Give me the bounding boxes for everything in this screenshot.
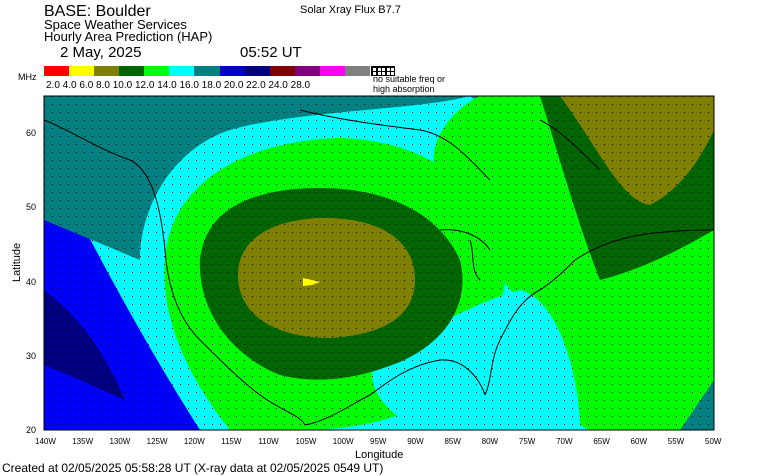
service-name: Space Weather Services	[44, 17, 187, 32]
no-freq-label-2: high absorption	[373, 84, 435, 94]
lon-tick-50w: 50W	[705, 437, 722, 446]
legend-swatch-4	[144, 66, 170, 76]
lat-tick-20: 20	[26, 425, 37, 435]
coastline-outline	[44, 109, 714, 426]
lat-tick-50: 50	[26, 202, 37, 212]
xray-flux-readout: Solar Xray Flux B7.7	[300, 4, 401, 16]
lon-tick-130w: 130W	[109, 437, 131, 446]
lon-tick-60w: 60W	[630, 437, 647, 446]
lon-tick-110w: 110W	[258, 437, 279, 446]
lon-tick-115w: 115W	[221, 437, 242, 446]
legend-swatch-6	[194, 66, 220, 76]
lon-tick-65w: 65W	[593, 437, 610, 446]
creation-timestamp: Created at 02/05/2025 05:58:28 UT (X-ray…	[2, 461, 384, 475]
lat-tick-30: 30	[26, 351, 37, 361]
legend-swatch-5	[169, 66, 195, 76]
lon-tick-80w: 80W	[481, 437, 499, 446]
lon-tick-120w: 120W	[183, 437, 205, 446]
forecast-time: 05:52 UT	[240, 44, 302, 61]
legend-swatch-1	[69, 66, 95, 76]
legend-swatch-11	[319, 66, 345, 76]
legend-unit: MHz	[18, 72, 37, 82]
legend-swatch-7	[219, 66, 245, 76]
no-freq-swatch	[371, 66, 395, 76]
product-name: Hourly Area Prediction (HAP)	[44, 29, 213, 44]
lat-lon-dot-grid	[44, 96, 714, 430]
map-frame	[43, 95, 715, 431]
lon-tick-95w: 95W	[370, 437, 387, 446]
lon-tick-125w: 125W	[146, 437, 168, 446]
lon-tick-70w: 70W	[556, 437, 573, 446]
lon-tick-85w: 85W	[444, 437, 461, 446]
legend-swatch-8	[244, 66, 270, 76]
no-freq-label-1: no suitable freq or	[373, 74, 446, 84]
y-axis-label: Latitude	[11, 242, 23, 282]
base-title: BASE: Boulder	[44, 3, 151, 20]
lon-tick-75w: 75W	[518, 437, 536, 446]
lon-tick-55w: 55W	[667, 437, 685, 446]
forecast-date: 2 May, 2025	[60, 44, 142, 61]
lon-tick-140w: 140W	[35, 437, 56, 446]
lon-tick-100w: 100W	[332, 437, 354, 446]
transmitter-marker	[303, 278, 320, 286]
frequency-color-legend	[44, 66, 371, 76]
legend-swatch-3	[119, 66, 145, 76]
lon-tick-105w: 105W	[295, 437, 317, 446]
legend-swatch-0	[44, 66, 70, 76]
legend-swatch-9	[269, 66, 295, 76]
legend-swatch-12	[344, 66, 371, 76]
legend-labels: 2.0 4.0 6.0 8.0 10.0 12.0 14.0 16.0 18.0…	[46, 80, 311, 91]
legend-swatch-2	[94, 66, 120, 76]
x-axis-label: Longitude	[355, 449, 404, 461]
lon-tick-90w: 90W	[407, 437, 424, 446]
lat-tick-40: 40	[26, 277, 37, 287]
lon-tick-135w: 135W	[72, 437, 94, 446]
lat-tick-60: 60	[26, 128, 37, 138]
legend-swatch-10	[294, 66, 320, 76]
